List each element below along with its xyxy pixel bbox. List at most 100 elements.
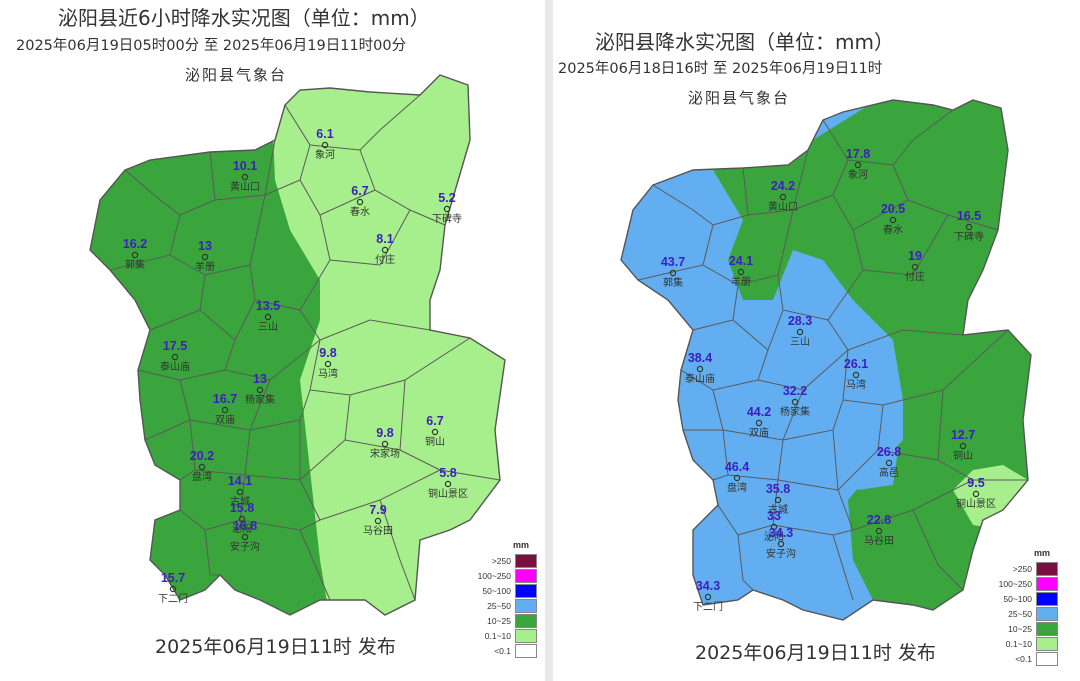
left-station: 14.1 古城 bbox=[228, 474, 252, 508]
left-station-name: 铜山 bbox=[425, 436, 445, 448]
right-map-title: 泌阳县降水实况图（单位：mm） bbox=[595, 30, 894, 54]
left-station-marker bbox=[169, 585, 177, 593]
left-station-name: 羊册 bbox=[195, 260, 215, 273]
right-county-border bbox=[620, 99, 1032, 621]
right-station-marker bbox=[669, 269, 677, 277]
right-station-value: 26.8 bbox=[877, 445, 901, 459]
left-station: 15.7 下二门 bbox=[158, 571, 188, 605]
left-legend-swatch bbox=[515, 644, 537, 658]
left-station-value: 16.8 bbox=[233, 519, 257, 533]
right-legend-label: >250 bbox=[1012, 564, 1032, 574]
right-station: 22.8 马谷田 bbox=[864, 513, 894, 547]
right-station: 12.7 铜山 bbox=[951, 428, 975, 462]
right-station-name: 盘湾 bbox=[727, 481, 747, 494]
left-legend-label: 10~25 bbox=[487, 616, 511, 626]
right-station-name: 安子沟 bbox=[766, 547, 796, 560]
right-station-value: 17.8 bbox=[846, 147, 870, 161]
left-station-name: 春水 bbox=[350, 206, 370, 218]
right-station-marker bbox=[704, 593, 712, 601]
right-station-marker bbox=[889, 216, 897, 224]
right-station-value: 32.2 bbox=[783, 384, 807, 398]
left-time-range: 2025年06月19日05时00分 至 2025年06月19日11时00分 bbox=[16, 38, 407, 54]
right-station: 34.3 安子沟 bbox=[766, 526, 796, 560]
right-township-borders bbox=[637, 109, 1028, 601]
left-station: 20.2 盘湾 bbox=[190, 449, 214, 483]
right-station-value: 28.3 bbox=[788, 314, 812, 328]
left-legend-label: <0.1 bbox=[494, 646, 511, 656]
right-map-panel: 17.8 象河 24.2 黄山口 20.5 春水 16.5 下碑寺 43.7 郭集 24.1 羊册 19… bbox=[553, 0, 1080, 681]
left-station-marker bbox=[381, 246, 389, 254]
right-station-marker bbox=[911, 263, 919, 271]
left-station-marker bbox=[381, 440, 389, 448]
right-legend-label: 100~250 bbox=[998, 579, 1032, 589]
left-legend: mm >250 100~250 50~100 25~50 10~25 0.1~10 <0.1 bbox=[477, 540, 539, 670]
left-station-marker bbox=[238, 515, 246, 523]
right-station-name: 羊册 bbox=[731, 275, 751, 288]
right-legend-swatch bbox=[1036, 592, 1058, 606]
left-station-marker bbox=[324, 360, 332, 368]
left-legend-label: 0.1~10 bbox=[484, 631, 511, 641]
right-legend-label: <0.1 bbox=[1015, 654, 1032, 664]
left-station: 6.7 铜山 bbox=[425, 414, 445, 448]
left-station-name: 安子沟 bbox=[230, 540, 260, 553]
right-station: 24.2 黄山口 bbox=[768, 179, 798, 213]
left-legend-label: 50~100 bbox=[482, 586, 511, 596]
right-station-value: 34.3 bbox=[696, 579, 720, 593]
right-station: 28.3 三山 bbox=[788, 314, 812, 348]
left-station-name: 双庙 bbox=[215, 413, 235, 426]
left-station: 16.7 双庙 bbox=[213, 392, 237, 426]
right-station: 26.1 马湾 bbox=[844, 357, 868, 391]
right-station: 38.4 泰山庙 bbox=[685, 351, 715, 385]
right-station: 33 泌阳 bbox=[764, 509, 784, 543]
right-station: 34.3 下二门 bbox=[693, 579, 723, 613]
left-legend-swatch bbox=[515, 554, 537, 568]
left-township-borders bbox=[109, 94, 501, 601]
left-station-value: 13.5 bbox=[256, 299, 280, 313]
left-station-marker bbox=[241, 533, 249, 541]
right-station: 9.5 铜山景区 bbox=[956, 476, 996, 510]
right-station-marker bbox=[852, 371, 860, 379]
right-station-marker bbox=[779, 193, 787, 201]
right-station-name: 泰山庙 bbox=[685, 372, 715, 385]
right-station-name: 马谷田 bbox=[864, 535, 894, 547]
left-legend-swatch bbox=[515, 629, 537, 643]
left-station-value: 5.8 bbox=[439, 466, 456, 480]
left-station-marker bbox=[236, 488, 244, 496]
left-legend-swatch bbox=[515, 569, 537, 583]
right-station-value: 19 bbox=[908, 249, 922, 263]
left-station-marker bbox=[131, 251, 139, 259]
right-station: 26.8 高邑 bbox=[877, 445, 901, 479]
left-station-name: 泌阳 bbox=[232, 522, 252, 535]
left-station-name: 郭集 bbox=[125, 258, 145, 271]
left-map-panel: 6.1 象河 10.1 黄山口 6.7 春水 5.2 下碑寺 16.2 郭集 13 羊册 8.1 付庄 13… bbox=[0, 0, 545, 681]
left-station-name: 黄山口 bbox=[230, 180, 260, 193]
right-station-name: 下二门 bbox=[693, 600, 723, 613]
left-station-name: 盘湾 bbox=[192, 470, 212, 483]
left-station-marker bbox=[374, 517, 382, 525]
right-legend: mm >250 100~250 50~100 25~50 10~25 0.1~10 <0.1 bbox=[998, 548, 1060, 678]
right-station-marker bbox=[733, 474, 741, 482]
right-station-value: 44.2 bbox=[747, 405, 771, 419]
left-station-marker bbox=[443, 205, 451, 213]
left-legend-label: >250 bbox=[491, 556, 511, 566]
right-station-marker bbox=[696, 365, 704, 373]
left-legend-swatch bbox=[515, 614, 537, 628]
right-station: 24.1 羊册 bbox=[729, 254, 753, 288]
right-station-name: 铜山 bbox=[953, 450, 973, 462]
right-station-name: 象河 bbox=[848, 169, 868, 181]
left-station: 9.8 宋家场 bbox=[370, 426, 400, 460]
left-station-value: 6.7 bbox=[426, 414, 443, 428]
right-station: 20.5 春水 bbox=[881, 202, 905, 236]
right-station-value: 22.8 bbox=[867, 513, 891, 527]
left-station-value: 17.5 bbox=[163, 339, 187, 353]
left-station-value: 14.1 bbox=[228, 474, 252, 488]
right-station-name: 古城 bbox=[768, 503, 788, 516]
left-station-name: 马湾 bbox=[318, 367, 338, 380]
left-station-name: 铜山景区 bbox=[428, 488, 468, 500]
left-station-name: 下二门 bbox=[158, 592, 188, 605]
right-station-marker bbox=[885, 459, 893, 467]
right-station-value: 12.7 bbox=[951, 428, 975, 442]
left-station: 6.1 象河 bbox=[315, 127, 335, 161]
left-station-marker bbox=[171, 353, 179, 361]
right-station-name: 马湾 bbox=[846, 378, 866, 391]
